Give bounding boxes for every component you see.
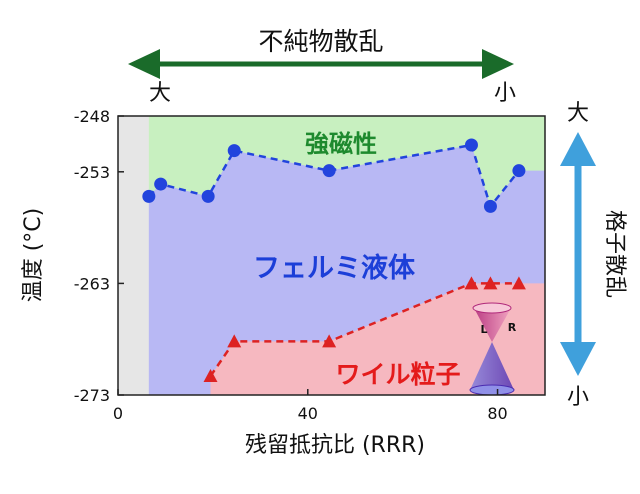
series-0-line xyxy=(147,143,520,210)
lattice-arrow-top-head xyxy=(560,132,596,166)
plot-area: L R 強磁性 フェルミ液体 ワイル粒子 xyxy=(117,115,546,396)
x-tick-label-1: 40 xyxy=(298,404,318,423)
plot-frame xyxy=(117,115,546,396)
impurity-arrow-left-head xyxy=(128,49,160,79)
series-1-point-3 xyxy=(464,276,479,290)
region-weyl xyxy=(210,283,545,395)
impurity-arrow-left-label: 大 xyxy=(149,81,171,106)
y-tick-label-1: -253 xyxy=(74,163,110,182)
series-0-point-7 xyxy=(512,164,526,178)
series-0-point-4 xyxy=(322,164,336,178)
series-1-line xyxy=(209,282,519,377)
region-label-fm: 強磁性 xyxy=(305,130,377,158)
impurity-arrow-right-head xyxy=(482,49,514,79)
series-1-point-2 xyxy=(322,334,337,348)
series-1-point-4 xyxy=(483,276,498,290)
series-0-point-0 xyxy=(142,189,156,203)
lattice-scattering-arrow: 大 小 格子散乱 xyxy=(560,101,627,410)
impurity-arrow-right-label: 小 xyxy=(494,81,516,106)
series-1-point-1 xyxy=(227,334,242,348)
y-tick-label-0: -248 xyxy=(74,107,110,126)
y-tick-label-2: -263 xyxy=(74,274,110,293)
y-axis-label: 温度 (°C) xyxy=(21,208,46,303)
lattice-arrow-bottom-label: 小 xyxy=(567,385,589,410)
cone-label-r: R xyxy=(508,321,517,334)
series-layer xyxy=(142,138,526,383)
x-tick-label-0: 0 xyxy=(113,404,123,423)
cone-label-l: L xyxy=(480,323,487,336)
x-tick-label-2: 80 xyxy=(487,404,507,423)
region-label-weyl: ワイル粒子 xyxy=(335,360,460,389)
impurity-arrow-label: 不純物散乱 xyxy=(258,27,383,56)
series-0-point-5 xyxy=(464,138,478,152)
series-0-point-6 xyxy=(483,199,497,213)
excluded-region xyxy=(118,116,149,395)
impurity-scattering-arrow: 不純物散乱 大 小 xyxy=(128,27,516,106)
series-1-point-5 xyxy=(511,276,526,290)
axes: 0 40 80 -248 -253 -263 -273 xyxy=(74,107,508,423)
series-1-point-0 xyxy=(203,369,218,383)
lattice-arrow-label: 格子散乱 xyxy=(602,210,627,298)
x-axis-label: 残留抵抗比 (RRR) xyxy=(245,433,425,458)
weyl-cone-icon: L R xyxy=(469,302,517,396)
region-label-fl: フェルミ液体 xyxy=(253,253,416,284)
series-0-point-3 xyxy=(227,144,241,158)
lattice-arrow-bottom-head xyxy=(560,342,596,376)
series-0-point-1 xyxy=(154,177,168,191)
lattice-arrow-top-label: 大 xyxy=(567,101,589,126)
series-0-point-2 xyxy=(201,189,215,203)
y-tick-label-3: -273 xyxy=(74,386,110,405)
